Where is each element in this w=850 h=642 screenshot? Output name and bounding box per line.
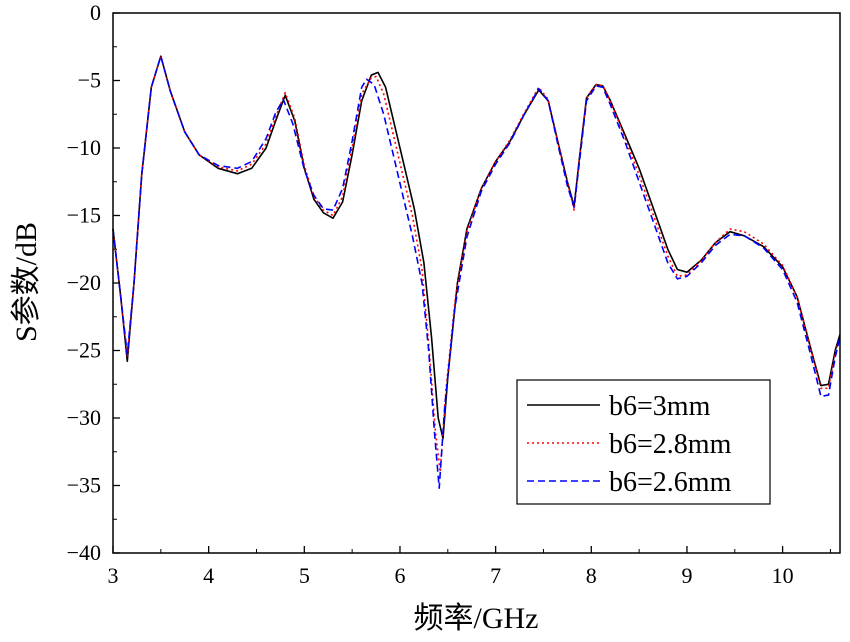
y-tick-label: 0 [90, 0, 101, 25]
legend-label-3: b6=2.6mm [609, 467, 732, 498]
y-axis-title: S参数/dB [10, 222, 43, 342]
x-tick-label: 4 [203, 563, 214, 588]
x-axis-ticks: 3 4 5 6 7 8 9 10 [108, 546, 831, 588]
legend-box [516, 379, 771, 505]
legend-label-1: b6=3mm [609, 391, 711, 422]
x-tick-label: 8 [586, 563, 597, 588]
x-tick-label: 6 [394, 563, 405, 588]
y-axis-ticks: 0 −5 −10 −15 −20 −25 −30 −35 −40 [67, 0, 120, 565]
legend-label-2: b6=2.8mm [609, 429, 732, 460]
x-tick-label: 3 [108, 563, 119, 588]
x-tick-label: 10 [772, 563, 794, 588]
plot-frame [112, 12, 841, 554]
x-tick-label: 9 [681, 563, 692, 588]
y-tick-label: −20 [67, 270, 101, 295]
legend: b6=3mm b6=2.8mm b6=2.6mm [516, 379, 771, 505]
y-tick-label: −5 [78, 68, 101, 93]
x-tick-label: 5 [299, 563, 310, 588]
y-tick-label: −30 [67, 405, 101, 430]
series-line-2 [112, 55, 841, 473]
y-tick-label: −25 [67, 338, 101, 363]
x-axis-title: 频率/GHz [414, 602, 539, 635]
series-layer [112, 55, 841, 490]
y-tick-label: −10 [67, 135, 101, 160]
series-line-3 [112, 55, 841, 490]
y-tick-label: −15 [67, 203, 101, 228]
y-tick-label: −35 [67, 473, 101, 498]
y-tick-label: −40 [67, 540, 101, 565]
x-tick-label: 7 [490, 563, 501, 588]
